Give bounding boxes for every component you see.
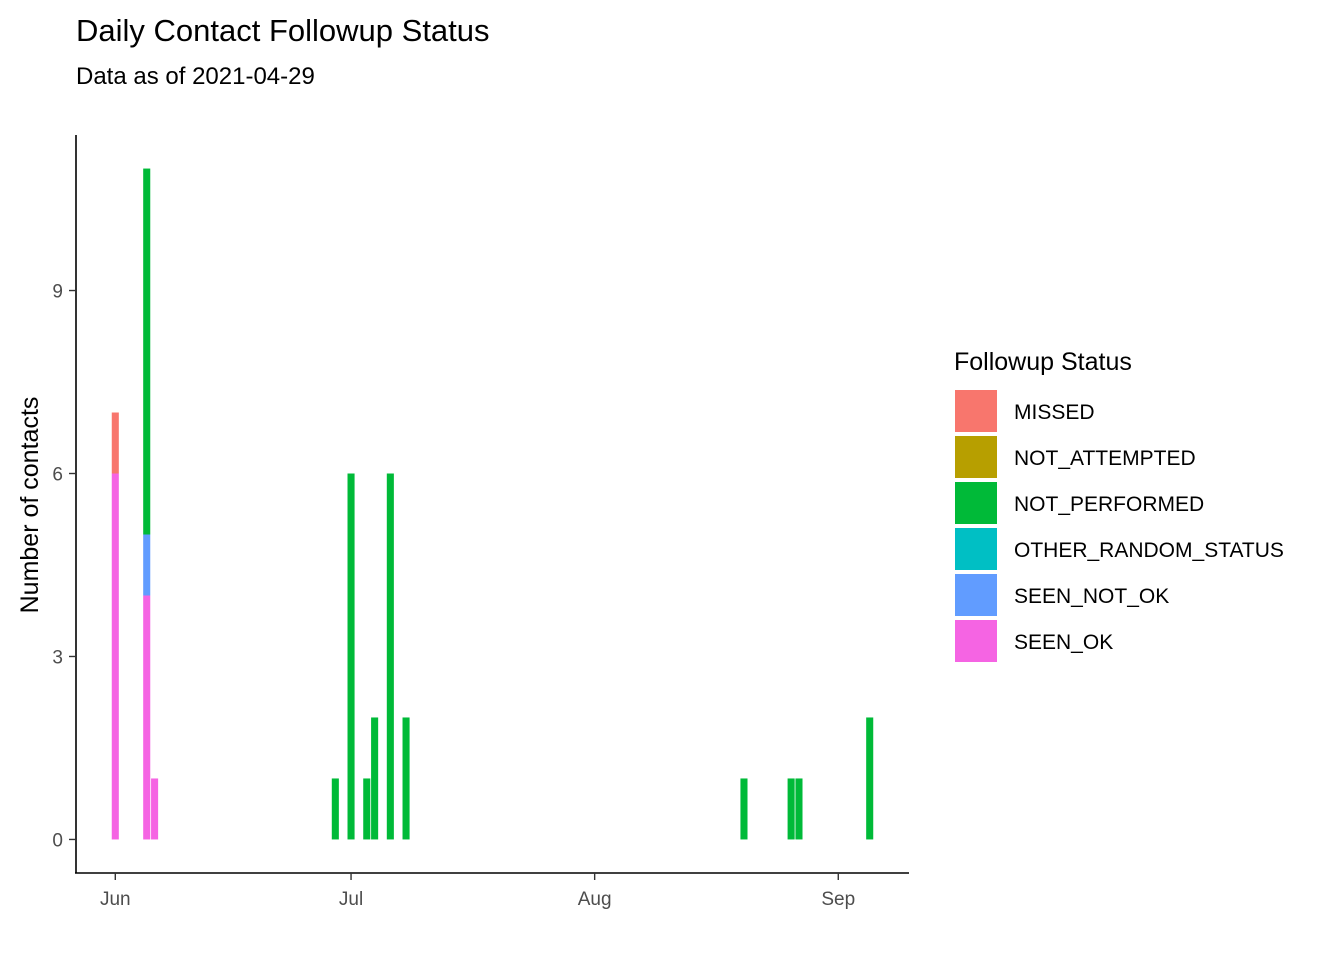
bar-2020-06-29 <box>331 778 339 840</box>
x-tick-label: Jun <box>100 889 131 910</box>
bar-segment-not-performed <box>347 473 355 840</box>
bar-2020-06-05 <box>143 168 151 840</box>
y-tick-label: 3 <box>52 647 63 668</box>
bar-2020-06-06 <box>151 778 159 840</box>
bar-2020-07-06 <box>386 473 394 840</box>
legend-item: NOT_PERFORMED <box>955 482 1204 524</box>
bar-segment-not-performed <box>143 168 151 535</box>
bar-2020-07-08 <box>402 717 410 840</box>
bar-segment-seen-ok <box>151 778 159 840</box>
legend-swatch <box>955 574 997 616</box>
legend-item: SEEN_OK <box>955 620 1113 662</box>
legend-swatch <box>955 482 997 524</box>
x-axis-ticks: Jun Jul Aug Sep <box>100 873 855 910</box>
bar-2020-07-03 <box>363 778 371 840</box>
legend-label: SEEN_OK <box>1014 631 1113 654</box>
legend-item: OTHER_RANDOM_STATUS <box>955 528 1284 570</box>
bar-2020-08-27 <box>795 778 803 840</box>
legend-swatch <box>955 390 997 432</box>
x-tick-label: Sep <box>821 889 855 910</box>
legend-swatch <box>955 620 997 662</box>
legend-label: SEEN_NOT_OK <box>1014 585 1169 608</box>
bar-2020-08-26 <box>787 778 795 840</box>
x-tick-label: Aug <box>578 889 612 910</box>
legend-item: NOT_ATTEMPTED <box>955 436 1196 478</box>
bar-segment-not-performed <box>386 473 394 840</box>
bar-segment-missed <box>111 412 119 474</box>
chart-title: Daily Contact Followup Status <box>76 13 490 48</box>
bar-segment-not-performed <box>363 778 371 840</box>
plot-area <box>111 168 874 840</box>
bar-2020-07-01 <box>347 473 355 840</box>
bar-segment-not-performed <box>740 778 748 840</box>
y-tick-label: 9 <box>52 282 63 303</box>
legend-label: NOT_PERFORMED <box>1014 493 1204 516</box>
bar-segment-not-performed <box>795 778 803 840</box>
y-axis-ticks: 0 3 6 9 <box>52 282 76 851</box>
legend-label: MISSED <box>1014 401 1095 424</box>
bar-2020-07-04 <box>371 717 379 840</box>
bar-2020-09-05 <box>866 717 874 840</box>
bar-2020-08-20 <box>740 778 748 840</box>
bar-segment-seen-ok <box>143 595 151 840</box>
bar-segment-not-performed <box>371 717 379 840</box>
bar-segment-seen-not-ok <box>143 534 151 596</box>
chart-subtitle: Data as of 2021-04-29 <box>76 63 315 90</box>
legend: Followup Status MISSED NOT_ATTEMPTED NOT_P… <box>954 348 1284 662</box>
bar-segment-not-performed <box>402 717 410 840</box>
bar-segment-seen-ok <box>111 473 119 840</box>
legend-title: Followup Status <box>954 348 1132 376</box>
legend-item: SEEN_NOT_OK <box>955 574 1169 616</box>
legend-item: MISSED <box>955 390 1095 432</box>
legend-swatch <box>955 528 997 570</box>
legend-swatch <box>955 436 997 478</box>
bar-2020-06-01 <box>111 412 119 840</box>
bar-segment-not-performed <box>787 778 795 840</box>
y-tick-label: 0 <box>52 830 63 851</box>
bar-segment-not-performed <box>331 778 339 840</box>
y-axis-title: Number of contacts <box>16 397 44 614</box>
y-tick-label: 6 <box>52 465 63 486</box>
legend-label: OTHER_RANDOM_STATUS <box>1014 539 1284 562</box>
bar-segment-not-performed <box>866 717 874 840</box>
legend-label: NOT_ATTEMPTED <box>1014 447 1196 470</box>
x-tick-label: Jul <box>339 889 363 910</box>
